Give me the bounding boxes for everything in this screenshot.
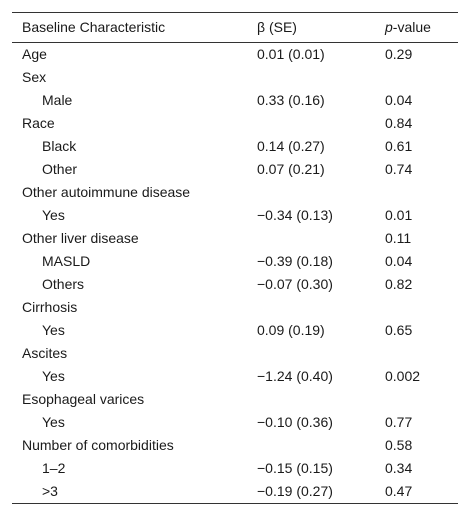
table-row: Race 0.84	[12, 112, 458, 135]
table-row: Ascites	[12, 342, 458, 365]
row-label: Yes	[42, 414, 65, 430]
p-value-cell: 0.34	[385, 460, 413, 476]
table-row: Yes 0.09 (0.19) 0.65	[12, 319, 458, 342]
row-label: Race	[22, 115, 55, 131]
table-row: MASLD −0.39 (0.18) 0.04	[12, 250, 458, 273]
p-value-cell: 0.77	[385, 414, 413, 430]
table-row: Age 0.01 (0.01) 0.29	[12, 43, 458, 66]
table-row: Male 0.33 (0.16) 0.04	[12, 89, 458, 112]
table-row: Other liver disease 0.11	[12, 227, 458, 250]
table-row: Esophageal varices	[12, 388, 458, 411]
row-label: Other liver disease	[22, 230, 139, 246]
table: Baseline Characteristic β (SE) p-value A…	[12, 12, 458, 504]
table-row: >3 −0.19 (0.27) 0.47	[12, 480, 458, 503]
beta-cell: 0.33 (0.16)	[257, 92, 325, 108]
row-label: >3	[42, 483, 58, 499]
table-row: Others −0.07 (0.30) 0.82	[12, 273, 458, 296]
row-label: Yes	[42, 322, 65, 338]
p-value-cell: 0.82	[385, 276, 413, 292]
beta-cell: −0.39 (0.18)	[257, 253, 333, 269]
p-value-cell: 0.29	[385, 46, 413, 62]
beta-cell: −0.07 (0.30)	[257, 276, 333, 292]
p-value-cell: 0.74	[385, 161, 413, 177]
table-row: Other autoimmune disease	[12, 181, 458, 204]
row-label: Sex	[22, 69, 47, 85]
row-label: Black	[42, 138, 77, 154]
p-value-cell: 0.01	[385, 207, 413, 223]
row-label: Yes	[42, 368, 65, 384]
header-cell: Baseline Characteristic	[22, 19, 166, 35]
row-label: Ascites	[22, 345, 68, 361]
p-value-cell: 0.58	[385, 437, 413, 453]
row-label: Other	[42, 161, 78, 177]
p-value-cell: 0.04	[385, 253, 413, 269]
table-row: Yes −0.10 (0.36) 0.77	[12, 411, 458, 434]
table-row: Sex	[12, 66, 458, 89]
p-value-cell: 0.47	[385, 483, 413, 499]
row-label: Other autoimmune disease	[22, 184, 191, 200]
p-value-cell: 0.61	[385, 138, 413, 154]
p-value-cell: 0.11	[385, 230, 412, 246]
beta-cell: −0.15 (0.15)	[257, 460, 333, 476]
beta-cell: 0.01 (0.01)	[257, 46, 325, 62]
p-value-cell: 0.84	[385, 115, 413, 131]
table-row: Black 0.14 (0.27) 0.61	[12, 135, 458, 158]
beta-cell: −0.10 (0.36)	[257, 414, 333, 430]
table-row: Yes −1.24 (0.40) 0.002	[12, 365, 458, 388]
row-label: Others	[42, 276, 85, 292]
beta-cell: 0.07 (0.21)	[257, 161, 325, 177]
header-cell: β (SE)	[257, 19, 297, 35]
table-row: Other 0.07 (0.21) 0.74	[12, 158, 458, 181]
row-label: Esophageal varices	[22, 391, 145, 407]
header-cell: p-value	[385, 19, 431, 35]
row-label: Cirrhosis	[22, 299, 78, 315]
table-row: Cirrhosis	[12, 296, 458, 319]
row-label: Age	[22, 46, 47, 62]
row-label: MASLD	[42, 253, 91, 269]
p-value-cell: 0.65	[385, 322, 413, 338]
row-label: Yes	[42, 207, 65, 223]
p-value-cell: 0.002	[385, 368, 421, 384]
beta-cell: −0.34 (0.13)	[257, 207, 333, 223]
row-label: Number of comorbidities	[22, 437, 174, 453]
table-row: 1–2 −0.15 (0.15) 0.34	[12, 457, 458, 480]
beta-cell: 0.14 (0.27)	[257, 138, 325, 154]
beta-cell: −1.24 (0.40)	[257, 368, 333, 384]
beta-cell: −0.19 (0.27)	[257, 483, 333, 499]
header-row: Baseline Characteristic β (SE) p-value	[12, 13, 458, 43]
beta-cell: 0.09 (0.19)	[257, 322, 325, 338]
row-label: 1–2	[42, 460, 66, 476]
table-row: Number of comorbidities 0.58	[12, 434, 458, 457]
p-value-cell: 0.04	[385, 92, 413, 108]
row-label: Male	[42, 92, 73, 108]
table-row: Yes −0.34 (0.13) 0.01	[12, 204, 458, 227]
